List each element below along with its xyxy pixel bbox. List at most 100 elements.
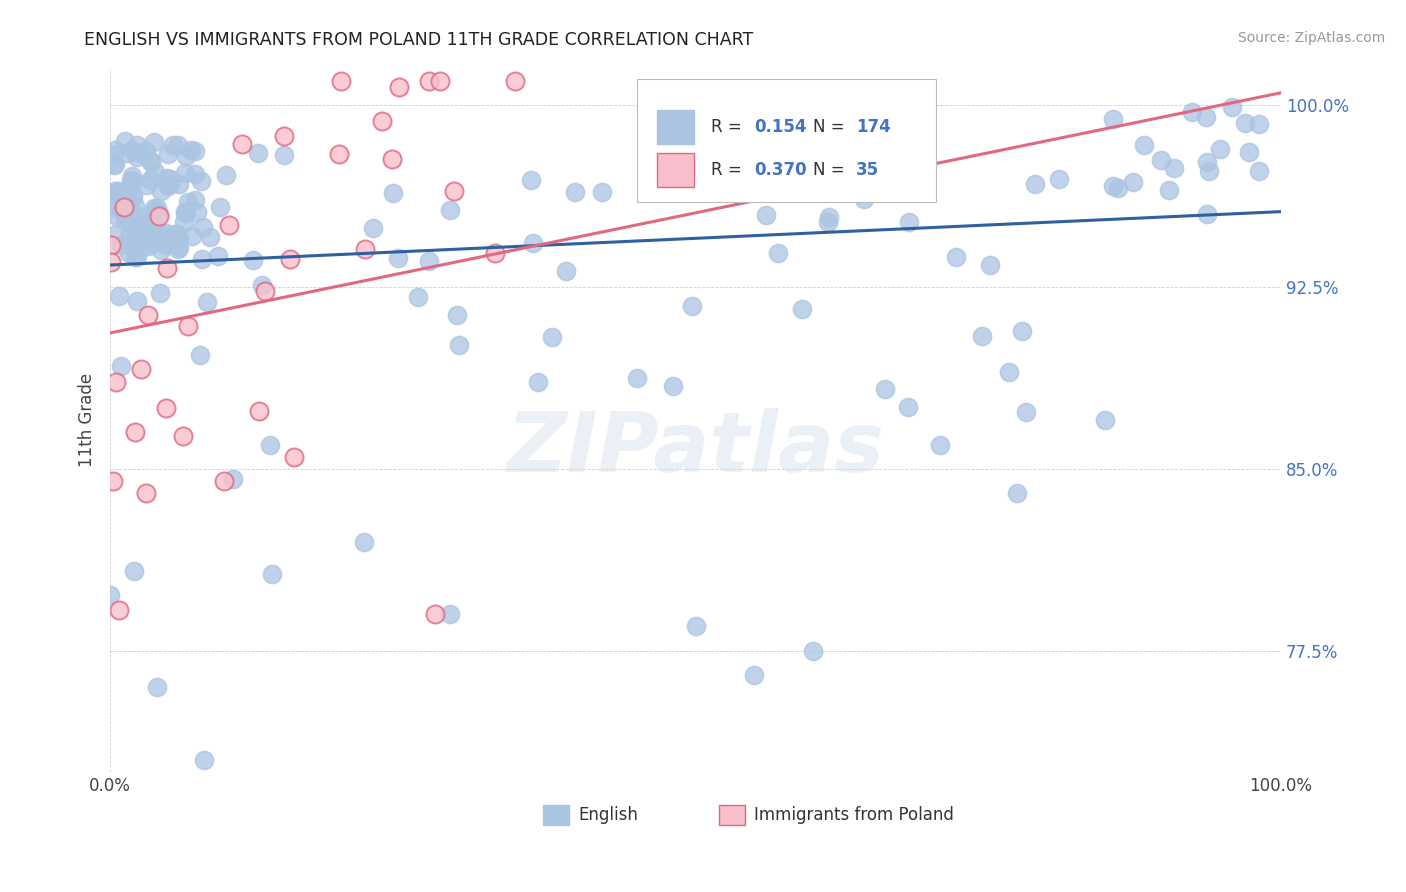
Point — [1198, 164, 1220, 178]
Point — [124, 250, 146, 264]
Point — [125, 250, 148, 264]
Point — [972, 329, 994, 343]
Point — [554, 264, 576, 278]
Point — [1102, 178, 1125, 193]
Point — [873, 382, 896, 396]
Point — [107, 199, 129, 213]
Point — [122, 564, 145, 578]
Point — [897, 401, 920, 415]
Point — [174, 206, 197, 220]
Point — [328, 146, 350, 161]
Point — [443, 184, 465, 198]
Point — [159, 177, 181, 191]
Point — [101, 474, 124, 488]
Point — [1102, 112, 1125, 126]
Point — [148, 207, 170, 221]
Text: ZIPatlas: ZIPatlas — [506, 408, 884, 489]
Point — [101, 148, 124, 162]
Point — [143, 136, 166, 150]
Point — [1249, 117, 1271, 131]
Point — [1247, 164, 1270, 178]
Point — [100, 238, 122, 252]
Point — [446, 308, 468, 322]
Point — [184, 144, 207, 158]
Point — [591, 186, 613, 200]
Point — [520, 173, 543, 187]
Point — [143, 205, 166, 219]
Text: 174: 174 — [856, 118, 891, 136]
Point — [361, 221, 384, 235]
Point — [117, 201, 139, 215]
Point — [1157, 182, 1180, 196]
Point — [1133, 137, 1156, 152]
Point — [626, 371, 648, 385]
Bar — [543, 805, 569, 825]
Point — [191, 219, 214, 234]
Point — [103, 200, 125, 214]
Point — [128, 234, 150, 248]
Point — [159, 237, 181, 252]
Point — [790, 301, 813, 316]
Point — [136, 178, 159, 192]
Point — [148, 210, 170, 224]
Point — [125, 150, 148, 164]
Point — [273, 148, 295, 162]
Point — [180, 143, 202, 157]
Point — [128, 210, 150, 224]
Point — [177, 318, 200, 333]
Text: Source: ZipAtlas.com: Source: ZipAtlas.com — [1237, 31, 1385, 45]
Point — [742, 668, 765, 682]
Point — [439, 607, 461, 622]
Point — [564, 185, 586, 199]
Y-axis label: 11th Grade: 11th Grade — [79, 373, 96, 467]
Point — [167, 240, 190, 254]
Point — [136, 308, 159, 322]
Point — [198, 230, 221, 244]
Point — [681, 300, 703, 314]
Point — [107, 289, 129, 303]
Point — [246, 145, 269, 160]
Point — [127, 294, 149, 309]
Point — [150, 244, 173, 258]
Point — [121, 175, 143, 189]
Point — [1094, 413, 1116, 427]
Point — [117, 213, 139, 227]
Point — [418, 73, 440, 87]
Point — [207, 249, 229, 263]
Point — [540, 329, 562, 343]
Point — [129, 145, 152, 160]
Point — [121, 143, 143, 157]
Point — [928, 437, 950, 451]
Point — [381, 152, 404, 166]
Point — [132, 229, 155, 244]
Point — [110, 359, 132, 373]
Point — [121, 190, 143, 204]
Point — [129, 223, 152, 237]
Point — [212, 474, 235, 488]
Point — [125, 226, 148, 240]
Text: 0.370: 0.370 — [754, 161, 807, 178]
Point — [112, 200, 135, 214]
Point — [755, 208, 778, 222]
Point — [252, 278, 274, 293]
Point — [135, 486, 157, 500]
Point — [163, 227, 186, 241]
Point — [156, 260, 179, 275]
Point — [998, 365, 1021, 379]
Point — [253, 285, 276, 299]
Point — [818, 211, 841, 225]
Point — [418, 254, 440, 268]
Point — [108, 603, 131, 617]
Point — [278, 252, 301, 266]
Point — [125, 225, 148, 239]
Point — [1150, 153, 1173, 167]
Point — [155, 401, 177, 416]
Text: Immigrants from Poland: Immigrants from Poland — [754, 805, 955, 824]
Point — [208, 200, 231, 214]
Point — [174, 205, 197, 219]
Point — [125, 138, 148, 153]
Point — [388, 80, 411, 95]
Point — [1011, 324, 1033, 338]
FancyBboxPatch shape — [637, 79, 935, 202]
Point — [222, 472, 245, 486]
